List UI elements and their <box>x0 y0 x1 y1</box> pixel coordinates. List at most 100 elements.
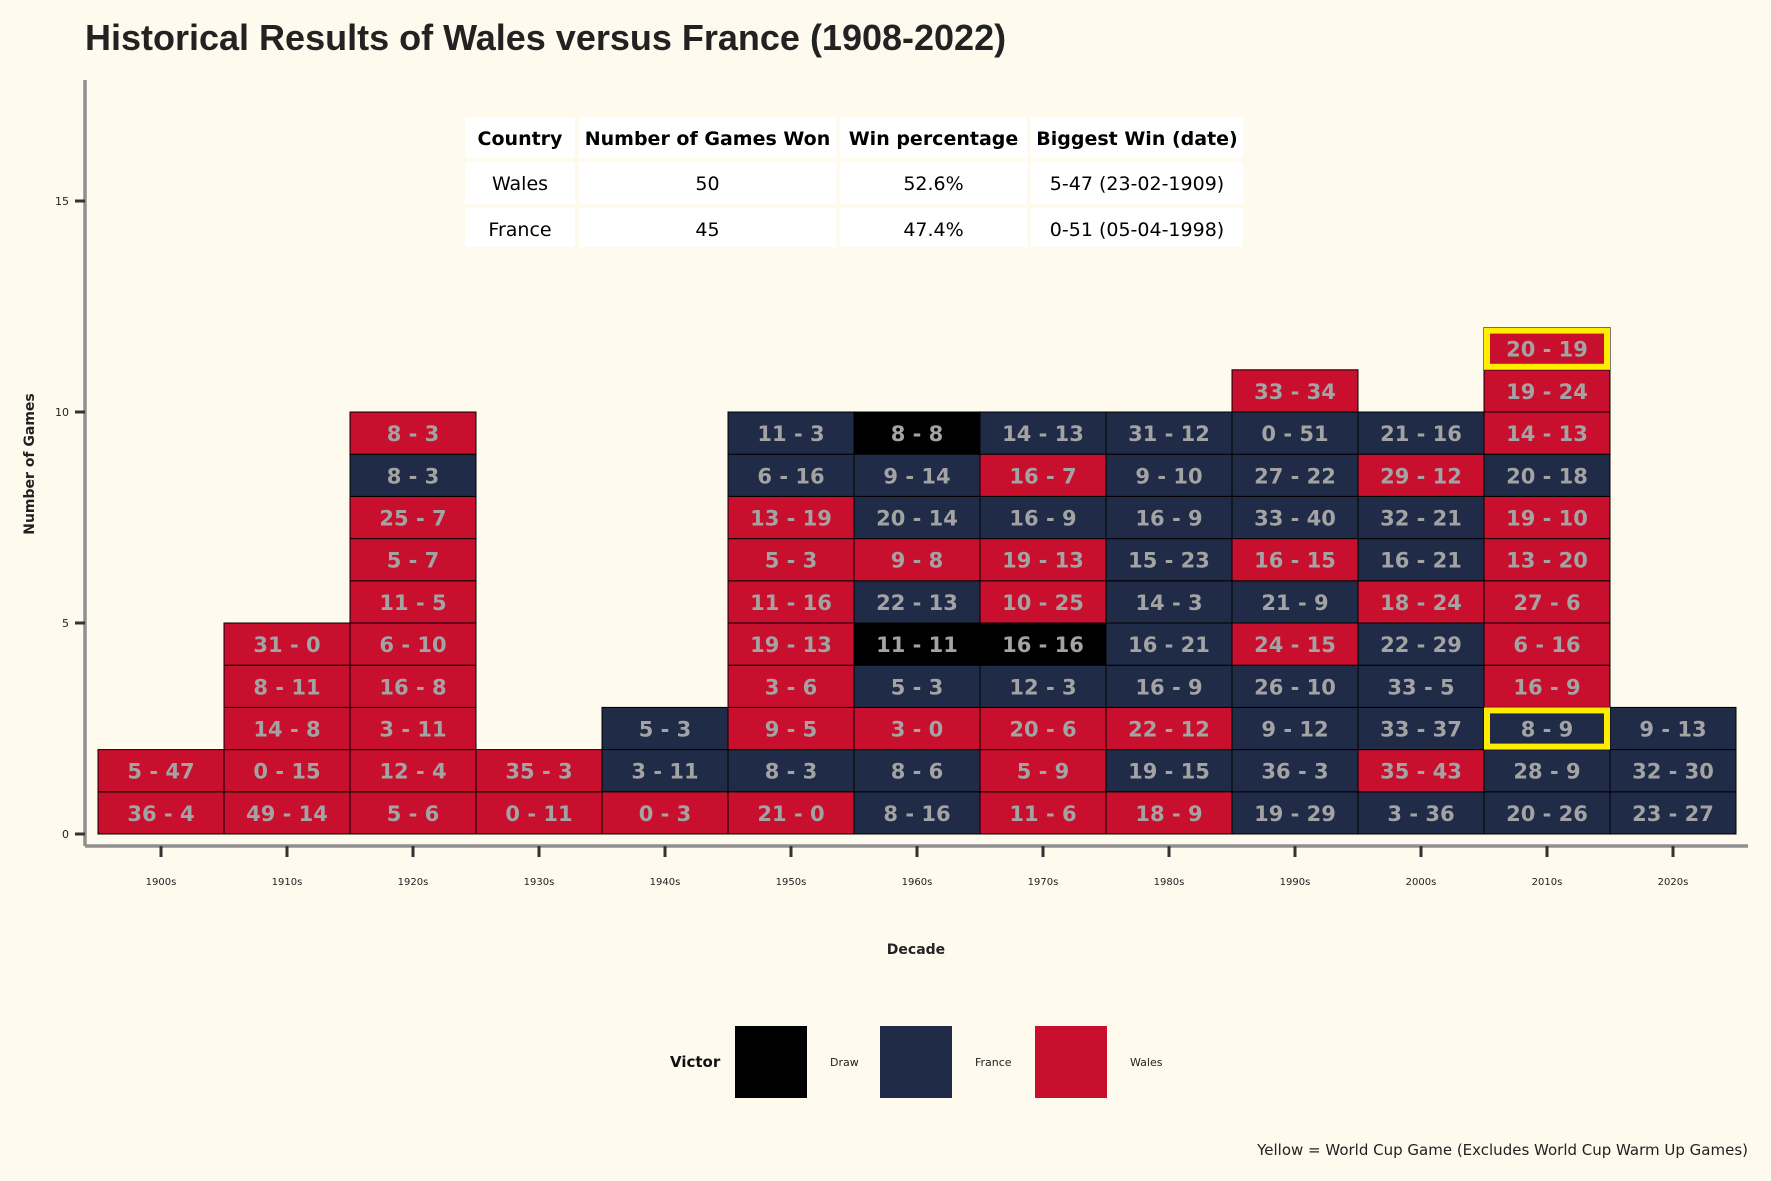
legend: Victor Draw France Wales <box>670 1026 1163 1098</box>
game-cell <box>1483 369 1611 413</box>
score-label: 31 - 0 <box>253 633 320 657</box>
world-cup-highlights <box>1484 327 1610 750</box>
table-header: Win percentage <box>849 128 1019 150</box>
score-label: 6 - 16 <box>757 464 824 488</box>
game-cell <box>979 706 1107 751</box>
game-cells: 36 - 4 5 - 47 49 - 14 0 - 15 14 - 8 8 - 11 31 … <box>97 327 1737 835</box>
score-label: 21 - 9 <box>1261 591 1328 615</box>
table-cell: 0-51 (05-04-1998) <box>1050 219 1224 241</box>
game-cell <box>349 453 477 497</box>
score-label: 6 - 10 <box>379 633 446 657</box>
score-label: 14 - 13 <box>1506 422 1588 446</box>
y-tick-label: 0 <box>62 828 69 841</box>
score-label: 22 - 29 <box>1380 633 1462 657</box>
game-cell <box>1231 580 1359 624</box>
score-label: 14 - 3 <box>1135 591 1202 615</box>
game-cell <box>1357 622 1485 666</box>
world-cup-highlight <box>1484 327 1610 370</box>
score-label: 16 - 21 <box>1380 549 1462 573</box>
game-cell <box>1483 495 1611 540</box>
game-cell <box>727 664 855 708</box>
game-cell <box>1357 411 1485 455</box>
score-label: 9 - 5 <box>765 718 818 742</box>
legend-key-france <box>880 1026 952 1098</box>
score-label: 27 - 22 <box>1254 464 1336 488</box>
game-cell <box>601 791 729 835</box>
score-label: 20 - 19 <box>1506 338 1588 362</box>
game-cell <box>349 749 477 793</box>
game-cell <box>727 749 855 793</box>
score-label: 16 - 21 <box>1128 633 1210 657</box>
legend-key-wales <box>1035 1026 1107 1098</box>
score-label: 14 - 13 <box>1002 422 1084 446</box>
score-label: 15 - 23 <box>1128 549 1210 573</box>
game-cell <box>853 411 981 455</box>
score-label: 22 - 12 <box>1128 718 1210 742</box>
score-label: 29 - 12 <box>1380 464 1462 488</box>
legend-title: Victor <box>670 1053 721 1071</box>
game-cell <box>475 791 603 835</box>
score-label: 12 - 3 <box>1009 675 1076 699</box>
score-label: 5 - 6 <box>387 802 440 826</box>
y-axis-title: Number of Games <box>22 393 38 535</box>
score-label: 8 - 8 <box>891 422 944 446</box>
score-label: 49 - 14 <box>246 802 328 826</box>
y-axis: 0 5 10 15 <box>55 80 87 846</box>
x-tick-label: 1910s <box>272 877 303 888</box>
game-cell <box>349 538 477 582</box>
x-axis-title: Decade <box>887 942 945 958</box>
x-tick-label: 1950s <box>776 877 807 888</box>
score-label: 25 - 7 <box>379 507 446 531</box>
score-label: 21 - 16 <box>1380 422 1462 446</box>
game-cell <box>1609 791 1737 835</box>
x-tick-label: 1970s <box>1028 877 1059 888</box>
score-label: 32 - 30 <box>1632 760 1714 784</box>
game-cell <box>1105 495 1233 540</box>
score-label: 3 - 0 <box>891 718 944 742</box>
x-tick-label: 1920s <box>398 877 429 888</box>
score-label: 11 - 11 <box>876 633 958 657</box>
table-cell: 52.6% <box>903 173 963 195</box>
game-cell <box>601 706 729 751</box>
y-tick-label: 15 <box>55 195 69 208</box>
game-cell <box>1357 495 1485 540</box>
score-label: 16 - 9 <box>1513 675 1580 699</box>
game-cell <box>1483 453 1611 497</box>
legend-key-draw <box>735 1026 807 1098</box>
game-cell <box>853 791 981 835</box>
y-tick-label: 10 <box>55 406 69 419</box>
score-label: 19 - 13 <box>1002 549 1084 573</box>
x-tick-label: 2000s <box>1406 877 1437 888</box>
game-cell <box>1357 453 1485 497</box>
score-label: 21 - 0 <box>757 802 824 826</box>
score-label: 28 - 9 <box>1513 760 1580 784</box>
summary-table: Country Number of Games Won Win percentage… <box>461 113 1247 251</box>
table-cell: 5-47 (23-02-1909) <box>1050 173 1224 195</box>
score-label: 3 - 11 <box>379 718 446 742</box>
score-label: 18 - 24 <box>1380 591 1462 615</box>
game-cell <box>1105 538 1233 582</box>
score-label: 12 - 4 <box>379 760 446 784</box>
score-label: 3 - 11 <box>631 760 698 784</box>
game-cell <box>727 791 855 835</box>
game-cell <box>1483 327 1611 371</box>
game-cell <box>979 749 1107 793</box>
score-label: 19 - 13 <box>750 633 832 657</box>
x-tick-label: 1960s <box>902 877 933 888</box>
score-label: 19 - 10 <box>1506 507 1588 531</box>
table-cell: 50 <box>695 173 719 195</box>
score-label: 0 - 11 <box>505 802 572 826</box>
score-label: 0 - 15 <box>253 760 320 784</box>
game-cell <box>727 580 855 624</box>
game-cell <box>223 706 351 751</box>
score-label: 27 - 6 <box>1513 591 1580 615</box>
score-label: 20 - 18 <box>1506 464 1588 488</box>
score-label: 20 - 14 <box>876 507 958 531</box>
score-label: 11 - 16 <box>750 591 832 615</box>
game-cell <box>223 791 351 835</box>
game-cell <box>475 749 603 793</box>
score-label: 20 - 26 <box>1506 802 1588 826</box>
table-cell: Wales <box>492 173 548 195</box>
x-axis: 1900s 1910s 1920s 1930s 1940s 1950s 1960s 1970s… <box>85 844 1748 888</box>
